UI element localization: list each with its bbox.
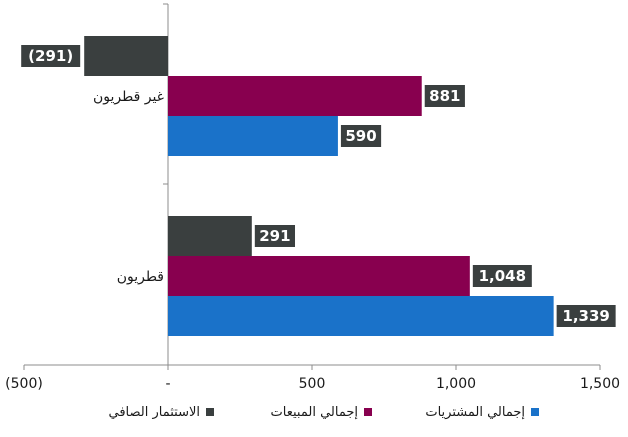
- data-label-box: [21, 45, 81, 67]
- legend-swatch: [206, 408, 214, 416]
- x-tick-label: 1,000: [436, 376, 476, 392]
- legend: إجمالي المشتريات إجمالي المبيعات الاستثمار…: [108, 405, 539, 420]
- bars: (291) 881 590 291 1,048 1,339: [21, 36, 616, 336]
- data-label: 1,339: [562, 307, 609, 325]
- data-label-box: [254, 225, 296, 247]
- bar: [168, 116, 338, 156]
- legend-label: إجمالي المشتريات: [425, 405, 525, 420]
- data-label: 291: [259, 227, 290, 245]
- category-label: قطريون: [117, 269, 164, 285]
- bar: [168, 256, 470, 296]
- data-label: 881: [429, 87, 460, 105]
- legend-label: الاستثمار الصافي: [108, 405, 200, 420]
- x-tick-label: 500: [299, 376, 326, 392]
- bar: [84, 36, 168, 76]
- data-label-box: [424, 85, 465, 107]
- data-label: 1,048: [479, 267, 526, 285]
- bar: [168, 296, 554, 336]
- bar: [168, 76, 422, 116]
- legend-swatch: [364, 408, 372, 416]
- legend-label: إجمالي المبيعات: [271, 405, 358, 420]
- data-label-box: [472, 265, 532, 287]
- bar: [168, 216, 252, 256]
- data-label: 590: [345, 127, 376, 145]
- x-tick-label: -: [165, 376, 170, 392]
- data-label: (291): [28, 47, 73, 65]
- data-label-box: [340, 125, 382, 147]
- legend-swatch: [531, 408, 539, 416]
- category-label: غير قطريون: [93, 89, 164, 105]
- x-tick-label: 1,500: [580, 376, 620, 392]
- tick-labels: (500) - 500 1,000 1,500 غير قطريون قطريون: [5, 89, 620, 392]
- data-label-box: [556, 305, 616, 327]
- x-tick-label: (500): [5, 376, 43, 392]
